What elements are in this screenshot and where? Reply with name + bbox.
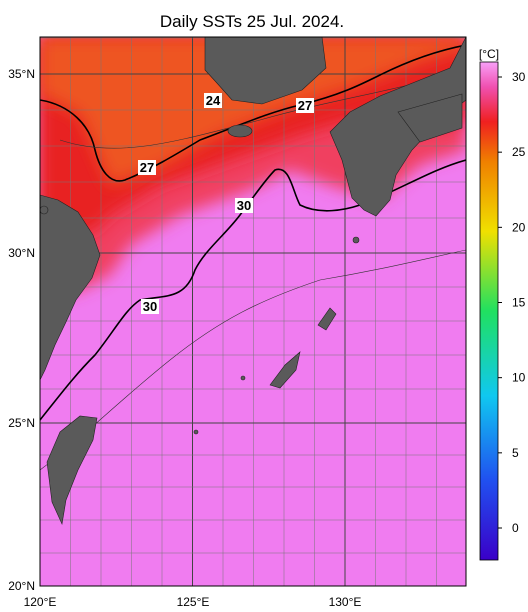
taiwan <box>46 415 98 526</box>
lon-label: 130°E <box>329 595 362 609</box>
label-box <box>138 160 156 175</box>
islet <box>352 236 360 244</box>
lat-label: 20°N <box>8 579 35 593</box>
graticule <box>40 37 466 586</box>
colorbar-tick-label: 20 <box>512 220 526 234</box>
korea <box>204 37 327 105</box>
colorbar-tick-label: 0 <box>512 521 519 535</box>
okinawa <box>269 351 301 389</box>
islet <box>40 205 49 215</box>
title: Daily SSTs 25 Jul. 2024. <box>160 12 344 31</box>
lat-label: 35°N <box>8 67 35 81</box>
shikoku <box>397 93 463 143</box>
label-box <box>141 299 159 314</box>
colorbar-tick-label: 25 <box>512 145 526 159</box>
contour-label: 30 <box>143 299 157 314</box>
axis-labels: 120°E 125°E 130°E 35°N 30°N 25°N 20°N <box>8 67 361 609</box>
map-frame <box>39 36 467 587</box>
map-area <box>40 37 466 586</box>
land <box>40 37 466 526</box>
contour-30 <box>40 159 466 421</box>
contour-labels: 24 27 27 30 30 <box>138 93 314 314</box>
contour-thin <box>40 249 466 471</box>
islet <box>240 375 246 381</box>
jeju <box>227 124 253 138</box>
label-box <box>235 198 253 213</box>
contour-label: 27 <box>140 160 154 175</box>
lat-label: 25°N <box>8 416 35 430</box>
colorbar <box>479 61 499 561</box>
colorbar-tick-label: 10 <box>512 371 526 385</box>
label-box <box>204 93 222 108</box>
lon-label: 120°E <box>24 595 57 609</box>
colorbar-tick-label: 5 <box>512 446 519 460</box>
contour-label: 30 <box>237 198 251 213</box>
label-box <box>296 98 314 113</box>
contour-label: 24 <box>206 93 221 108</box>
lon-label: 125°E <box>177 595 210 609</box>
china-coast <box>40 194 101 381</box>
colorbar-ticks: 30 25 20 15 10 5 0 <box>498 70 526 535</box>
contour-label: 27 <box>298 98 312 113</box>
contour-27 <box>40 44 466 182</box>
amami <box>317 307 337 331</box>
islet <box>193 429 199 435</box>
colorbar-tick-label: 30 <box>512 70 526 84</box>
colorbar-unit: [°C] <box>479 47 499 61</box>
lat-label: 30°N <box>8 246 35 260</box>
colorbar-tick-label: 15 <box>512 296 526 310</box>
